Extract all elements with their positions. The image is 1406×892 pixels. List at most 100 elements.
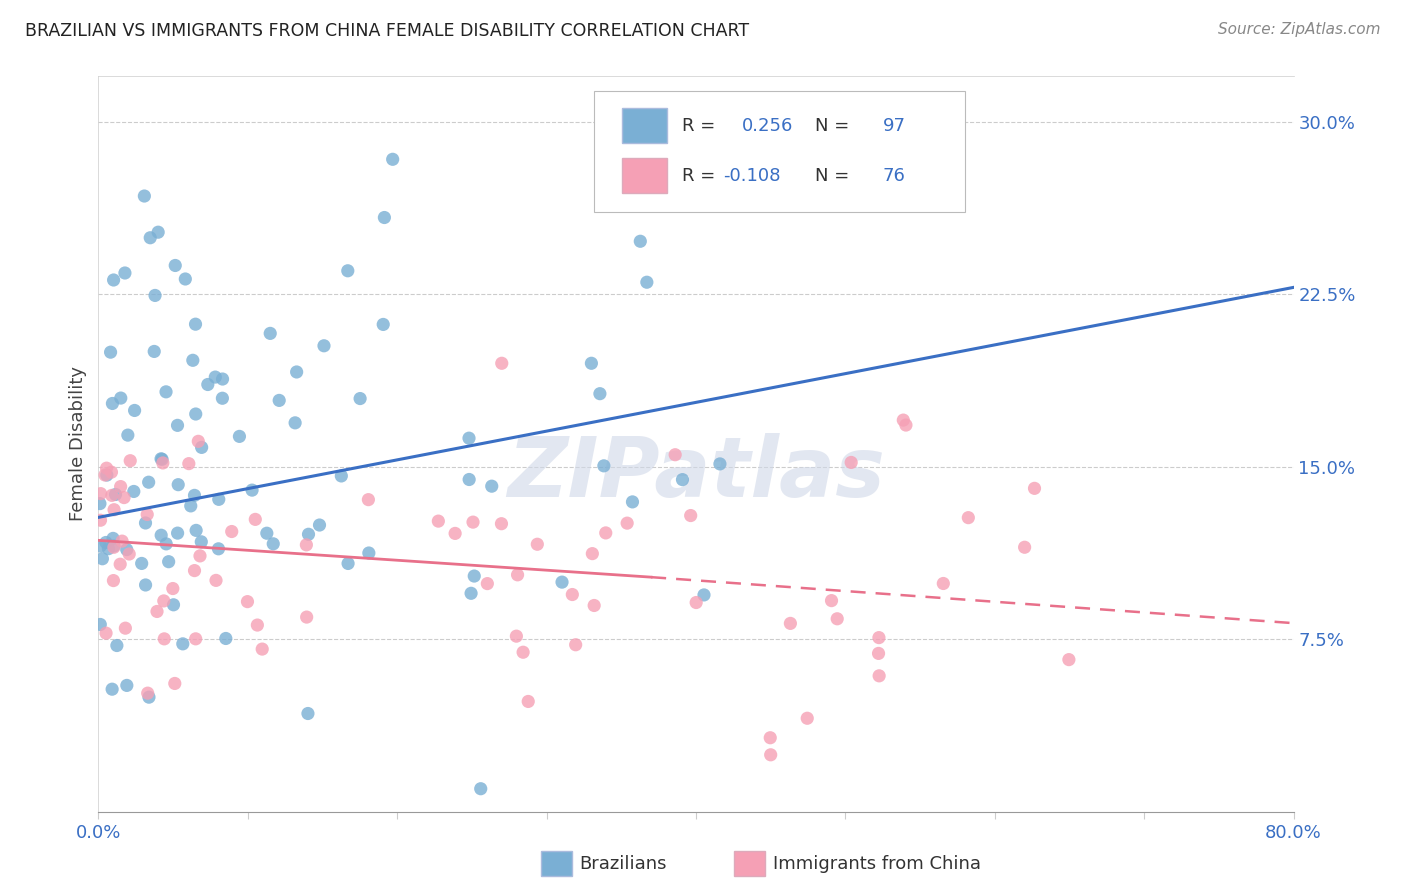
Point: [143, 344, 166, 359]
Point: [825, 612, 848, 626]
Point: [205, 574, 228, 588]
Y-axis label: Female Disability: Female Disability: [69, 367, 87, 521]
Point: [103, 539, 125, 553]
Point: [117, 428, 139, 442]
Text: 97: 97: [883, 117, 905, 135]
Point: [564, 638, 586, 652]
Point: [246, 618, 269, 632]
Point: [177, 457, 200, 471]
Point: [581, 356, 603, 370]
Point: [932, 576, 955, 591]
Text: N =: N =: [815, 117, 855, 135]
Point: [259, 326, 281, 341]
Point: [101, 396, 124, 410]
Point: [561, 588, 583, 602]
Point: [461, 515, 484, 529]
Point: [190, 534, 212, 549]
Point: [89, 539, 111, 553]
Point: [155, 537, 177, 551]
Point: [517, 694, 540, 708]
Point: [381, 153, 404, 167]
Point: [1014, 541, 1036, 555]
Point: [101, 532, 124, 546]
Point: [146, 604, 169, 618]
Point: [103, 541, 125, 555]
Point: [90, 486, 112, 500]
Point: [181, 353, 204, 368]
Point: [506, 567, 529, 582]
FancyBboxPatch shape: [595, 90, 965, 212]
Point: [595, 525, 617, 540]
Point: [136, 686, 159, 700]
Point: [236, 594, 259, 608]
Point: [120, 453, 142, 467]
Point: [295, 610, 318, 624]
Point: [112, 491, 135, 505]
Point: [211, 391, 233, 405]
Point: [215, 632, 238, 646]
Point: [111, 534, 134, 549]
Point: [89, 617, 111, 632]
Text: Immigrants from China: Immigrants from China: [773, 855, 981, 873]
Point: [103, 273, 125, 287]
Text: BRAZILIAN VS IMMIGRANTS FROM CHINA FEMALE DISABILITY CORRELATION CHART: BRAZILIAN VS IMMIGRANTS FROM CHINA FEMAL…: [25, 22, 749, 40]
Text: R =: R =: [682, 117, 721, 135]
Point: [101, 488, 124, 502]
Point: [118, 547, 141, 561]
Point: [184, 632, 207, 646]
Point: [157, 555, 180, 569]
Point: [91, 551, 114, 566]
Point: [581, 547, 603, 561]
Bar: [621, 108, 668, 144]
Point: [108, 558, 131, 572]
Point: [184, 317, 207, 331]
Point: [184, 524, 207, 538]
Point: [616, 516, 638, 530]
Point: [103, 574, 125, 588]
Point: [463, 569, 485, 583]
Point: [136, 508, 159, 522]
Point: [481, 479, 503, 493]
Point: [1057, 652, 1080, 666]
Text: Source: ZipAtlas.com: Source: ZipAtlas.com: [1218, 22, 1381, 37]
Point: [110, 391, 132, 405]
Point: [101, 682, 124, 697]
Point: [357, 546, 380, 560]
Point: [796, 711, 818, 725]
Point: [245, 512, 267, 526]
Point: [891, 413, 914, 427]
Point: [592, 458, 614, 473]
Point: [115, 678, 138, 692]
Point: [166, 526, 188, 541]
Point: [150, 452, 173, 467]
Point: [636, 275, 658, 289]
Point: [868, 631, 890, 645]
Point: [163, 676, 186, 690]
Point: [779, 616, 801, 631]
Point: [373, 318, 395, 332]
Point: [114, 621, 136, 635]
Point: [269, 393, 291, 408]
Point: [100, 345, 122, 359]
Point: [94, 535, 117, 549]
Point: [94, 468, 117, 483]
Bar: [621, 158, 668, 194]
Point: [105, 639, 128, 653]
Point: [458, 431, 481, 445]
Point: [148, 225, 170, 239]
Point: [458, 473, 481, 487]
Point: [460, 586, 482, 600]
Point: [551, 575, 574, 590]
Point: [262, 537, 284, 551]
Text: 76: 76: [883, 167, 905, 185]
Point: [124, 403, 146, 417]
Point: [162, 582, 184, 596]
Text: Brazilians: Brazilians: [579, 855, 666, 873]
Point: [285, 365, 308, 379]
Text: ZIPatlas: ZIPatlas: [508, 433, 884, 514]
Point: [373, 211, 395, 225]
Point: [256, 526, 278, 541]
Point: [150, 528, 173, 542]
Point: [820, 593, 842, 607]
Text: -0.108: -0.108: [724, 167, 780, 185]
